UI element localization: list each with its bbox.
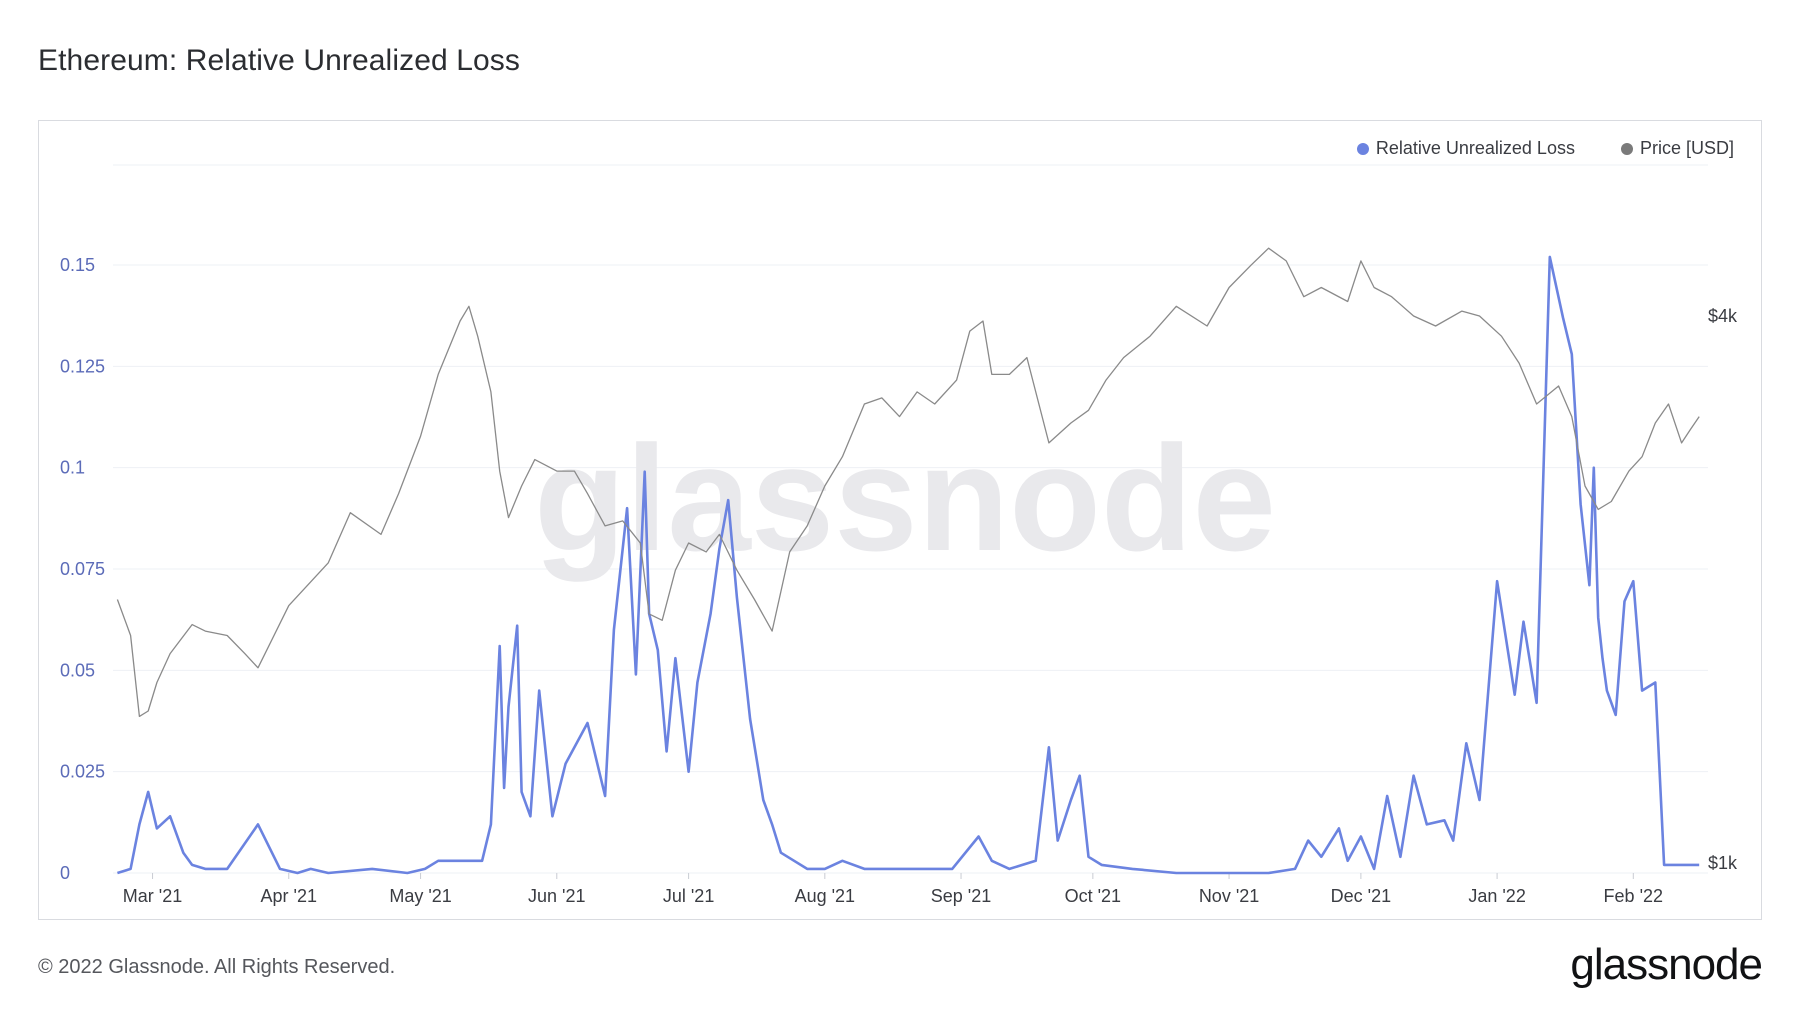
- series-line-price: [116, 247, 1700, 718]
- chart-title: Ethereum: Relative Unrealized Loss: [38, 44, 520, 77]
- left-tick-label-2: 0.05: [60, 660, 95, 680]
- x-tick-label-4: Jul '21: [663, 886, 714, 906]
- left-tick-label-0: 0: [60, 863, 70, 883]
- legend-dot-price: [1620, 142, 1633, 155]
- legend-label-loss: Relative Unrealized Loss: [1375, 138, 1575, 158]
- x-tick-label-6: Sep '21: [931, 886, 992, 906]
- x-tick-label-8: Nov '21: [1199, 886, 1259, 906]
- x-tick-label-3: Jun '21: [528, 886, 585, 906]
- left-tick-label-1: 0.025: [60, 762, 105, 782]
- right-tick-label-0: $1k: [1708, 853, 1738, 873]
- legend-dot-loss: [1356, 142, 1369, 155]
- left-tick-label-4: 0.1: [60, 458, 85, 478]
- x-tick-label-7: Oct '21: [1065, 886, 1121, 906]
- chart-legend: Relative Unrealized Loss Price [USD]: [1356, 138, 1734, 159]
- legend-item-price[interactable]: Price [USD]: [1620, 138, 1734, 159]
- watermark: glassnode: [534, 414, 1276, 582]
- x-tick-label-2: May '21: [389, 886, 451, 906]
- x-tick-label-5: Aug '21: [795, 886, 856, 906]
- left-tick-label-6: 0.15: [60, 255, 95, 275]
- left-tick-label-5: 0.125: [60, 356, 105, 376]
- right-tick-label-1: $4k: [1708, 306, 1738, 326]
- chart-panel: [38, 120, 1762, 920]
- left-tick-label-3: 0.075: [60, 559, 105, 579]
- copyright-footer: © 2022 Glassnode. All Rights Reserved.: [38, 956, 396, 978]
- legend-label-price: Price [USD]: [1639, 138, 1734, 158]
- x-tick-label-0: Mar '21: [123, 886, 182, 906]
- series-line-relative-unrealized-loss: [117, 255, 1700, 875]
- legend-item-loss[interactable]: Relative Unrealized Loss: [1356, 138, 1575, 159]
- x-tick-label-9: Dec '21: [1331, 886, 1391, 906]
- x-tick-label-1: Apr '21: [261, 886, 317, 906]
- brand-logo[interactable]: glassnode: [1570, 940, 1763, 989]
- x-tick-label-11: Feb '22: [1604, 886, 1663, 906]
- x-tick-label-10: Jan '22: [1468, 886, 1525, 906]
